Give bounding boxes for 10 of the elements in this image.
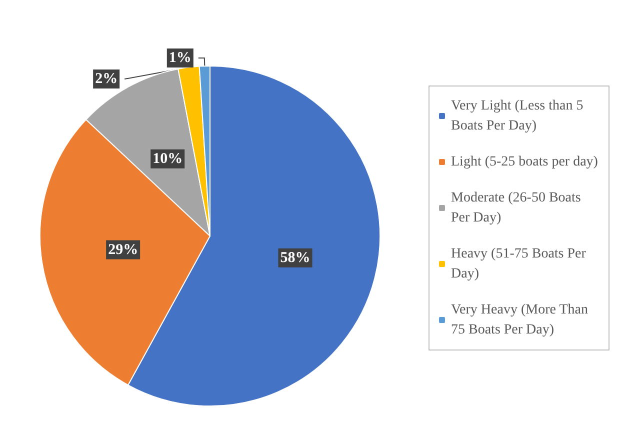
legend-label: Very Light (Less than 5 Boats Per Day) (451, 98, 587, 134)
data-label: 29% (108, 242, 138, 258)
legend-label: Light (5-25 boats per day) (451, 154, 598, 170)
legend-label: Very Heavy (More Than 75 Boats Per Day) (451, 302, 592, 338)
data-label: 1% (168, 50, 192, 66)
legend-label: Heavy (51-75 Boats Per Day) (451, 246, 590, 282)
data-label: 2% (95, 71, 118, 88)
data-label: 10% (152, 150, 183, 167)
legend-label: Moderate (26-50 Boats Per Day) (451, 190, 584, 226)
data-label: 58% (280, 250, 310, 266)
